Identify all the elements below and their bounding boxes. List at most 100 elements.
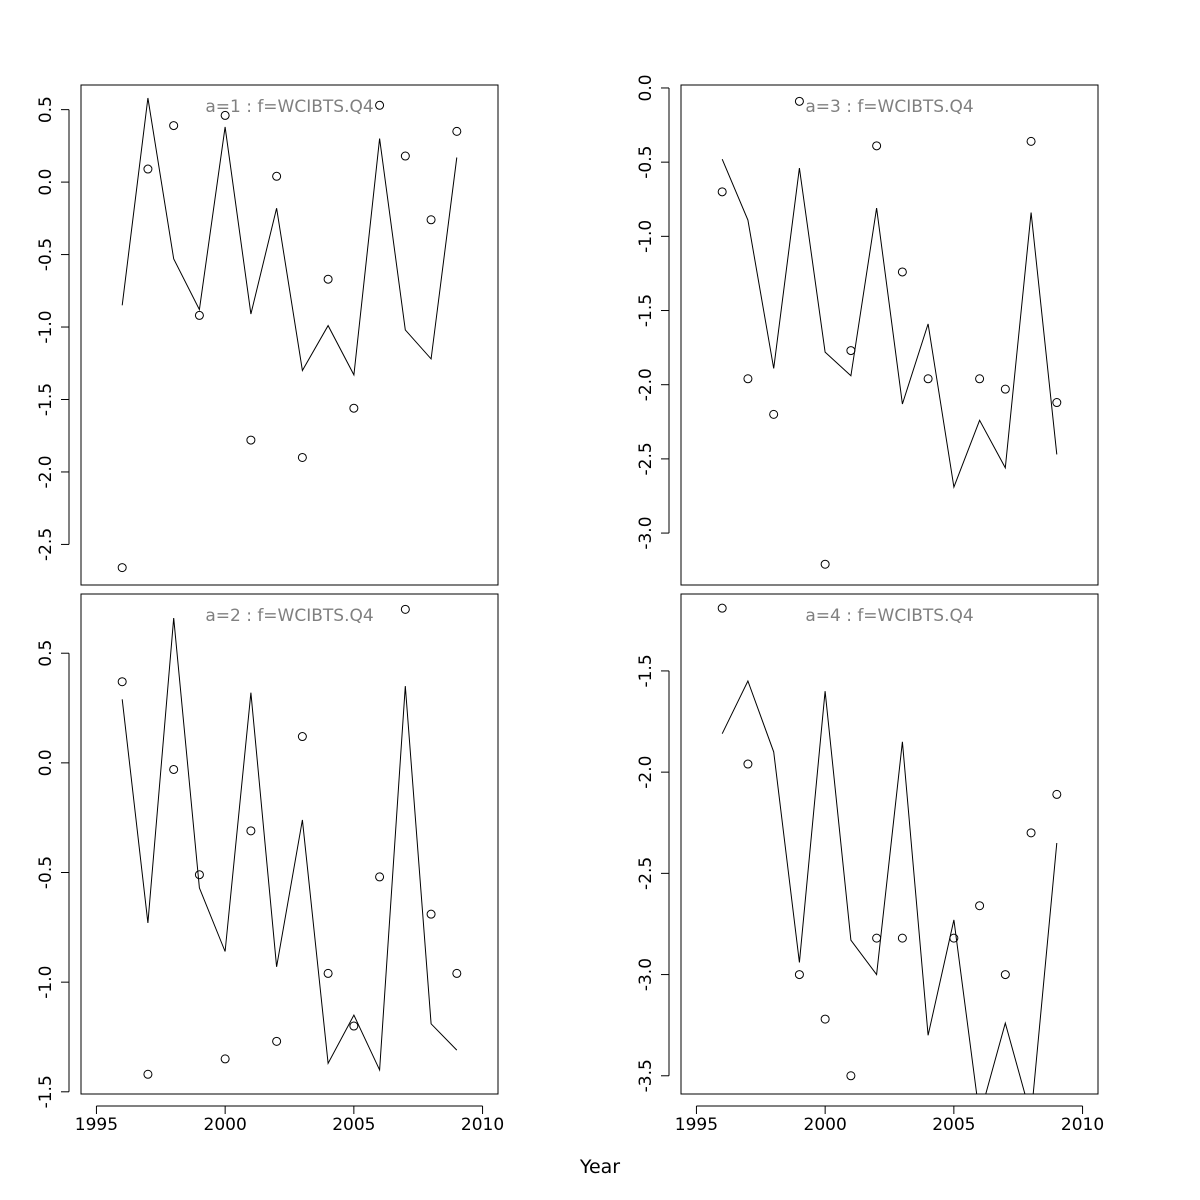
- panels: a=1 : f=WCIBTS.Q4 -2.5 -2.0 -1.5 -1.0 -0.5 0.0…: [36, 74, 1104, 1135]
- observed-point: [872, 933, 882, 943]
- fitted-line: [121, 97, 458, 377]
- panel-3: a=2 : f=WCIBTS.Q4 -1.5 -1.0 -0.5 0.0 0.5 1995 2…: [36, 593, 504, 1135]
- panel-2: a=3 : f=WCIBTS.Q4 -3.0 -2.5 -2.0 -1.5 -1.0 -0.…: [636, 74, 1099, 586]
- observed-point: [872, 141, 882, 151]
- x-tick-label: 1995: [75, 1115, 118, 1135]
- observed-point: [743, 374, 753, 384]
- observed-point: [846, 1071, 856, 1081]
- y-tick-label: 0.0: [36, 169, 56, 196]
- observed-point: [143, 164, 153, 174]
- x-axis-label: Year: [579, 1156, 620, 1178]
- observed-point: [169, 121, 179, 131]
- x-tick-label: 1995: [675, 1115, 718, 1135]
- observed-point: [169, 764, 179, 774]
- observed-point: [246, 435, 256, 445]
- y-tick-label: -2.0: [636, 756, 656, 789]
- observed-point: [1000, 384, 1010, 394]
- y-tick-label: -2.0: [636, 368, 656, 401]
- observed-point: [323, 968, 333, 978]
- observed-point: [794, 970, 804, 980]
- observed-point: [820, 559, 830, 569]
- observed-point: [794, 96, 804, 106]
- y-tick-label: 0.0: [636, 74, 656, 101]
- y-axis: -1.5 -1.0 -0.5 0.0 0.5: [36, 640, 70, 1108]
- x-tick-label: 2000: [204, 1115, 247, 1135]
- x-tick-label: 2010: [461, 1115, 504, 1135]
- y-tick-label: -1.5: [636, 654, 656, 687]
- observed-point: [117, 563, 127, 573]
- plot-frame: [80, 84, 499, 586]
- panel-title: a=4 : f=WCIBTS.Q4: [805, 606, 973, 626]
- data-marks: [717, 603, 1062, 1094]
- x-tick-label: 2000: [804, 1115, 847, 1135]
- x-axis: 1995 2000 2005 2010: [675, 1105, 1104, 1135]
- x-tick-label: 2005: [932, 1115, 975, 1135]
- observed-point: [717, 603, 727, 613]
- panel-title: a=2 : f=WCIBTS.Q4: [205, 606, 373, 626]
- y-axis: -2.5 -2.0 -1.5 -1.0 -0.5 0.0 0.5: [36, 96, 70, 561]
- y-tick-label: -3.0: [636, 958, 656, 991]
- y-tick-label: -3.5: [636, 1059, 656, 1092]
- observed-point: [349, 403, 359, 413]
- x-tick-label: 2010: [1061, 1115, 1104, 1135]
- y-tick-label: -0.5: [636, 146, 656, 179]
- observed-point: [426, 909, 436, 919]
- fitted-line: [121, 618, 458, 1072]
- observed-point: [452, 126, 462, 136]
- observed-point: [323, 274, 333, 284]
- panel-title: a=3 : f=WCIBTS.Q4: [805, 97, 973, 117]
- observed-point: [375, 872, 385, 882]
- y-tick-label: 0.0: [36, 749, 56, 776]
- observed-point: [220, 110, 230, 120]
- observed-point: [949, 933, 959, 943]
- observed-point: [846, 346, 856, 356]
- observed-point: [375, 100, 385, 110]
- observed-point: [717, 187, 727, 197]
- observed-point: [452, 968, 462, 978]
- x-tick-label: 2005: [332, 1115, 375, 1135]
- observed-point: [1000, 970, 1010, 980]
- plot-frame: [680, 593, 1099, 1095]
- observed-point: [297, 452, 307, 462]
- y-axis: -3.5 -3.0 -2.5 -2.0 -1.5: [636, 654, 670, 1092]
- observed-point: [975, 374, 985, 384]
- fitted-line: [721, 679, 1058, 1094]
- observed-point: [194, 310, 204, 320]
- data-marks: [717, 96, 1062, 569]
- y-tick-label: -2.5: [636, 857, 656, 890]
- observed-point: [820, 1014, 830, 1024]
- plot-frame: [80, 593, 499, 1095]
- y-tick-label: -2.5: [636, 442, 656, 475]
- y-tick-label: -1.0: [36, 310, 56, 343]
- observed-point: [220, 1054, 230, 1064]
- data-marks: [117, 604, 462, 1079]
- observed-point: [1052, 398, 1062, 408]
- observed-point: [246, 826, 256, 836]
- observed-point: [923, 374, 933, 384]
- observed-point: [1026, 828, 1036, 838]
- observed-point: [117, 677, 127, 687]
- y-axis: -3.0 -2.5 -2.0 -1.5 -1.0 -0.5 0.0: [636, 74, 670, 550]
- y-tick-label: -2.5: [36, 528, 56, 561]
- x-axis: 1995 2000 2005 2010: [75, 1105, 504, 1135]
- observed-point: [143, 1069, 153, 1079]
- y-tick-label: -1.5: [36, 383, 56, 416]
- observed-point: [1026, 136, 1036, 146]
- observed-point: [426, 215, 436, 225]
- y-tick-label: -1.0: [636, 220, 656, 253]
- observed-point: [975, 901, 985, 911]
- y-tick-label: -1.0: [36, 966, 56, 999]
- y-tick-label: -0.5: [36, 856, 56, 889]
- observed-point: [272, 171, 282, 181]
- observed-point: [194, 870, 204, 880]
- y-tick-label: 0.5: [36, 96, 56, 123]
- observed-point: [769, 409, 779, 419]
- plot-frame: [680, 84, 1099, 586]
- observed-point: [897, 933, 907, 943]
- observed-point: [272, 1036, 282, 1046]
- y-tick-label: -1.5: [636, 294, 656, 327]
- data-marks: [117, 97, 462, 573]
- y-tick-label: -0.5: [36, 238, 56, 271]
- y-tick-label: 0.5: [36, 640, 56, 667]
